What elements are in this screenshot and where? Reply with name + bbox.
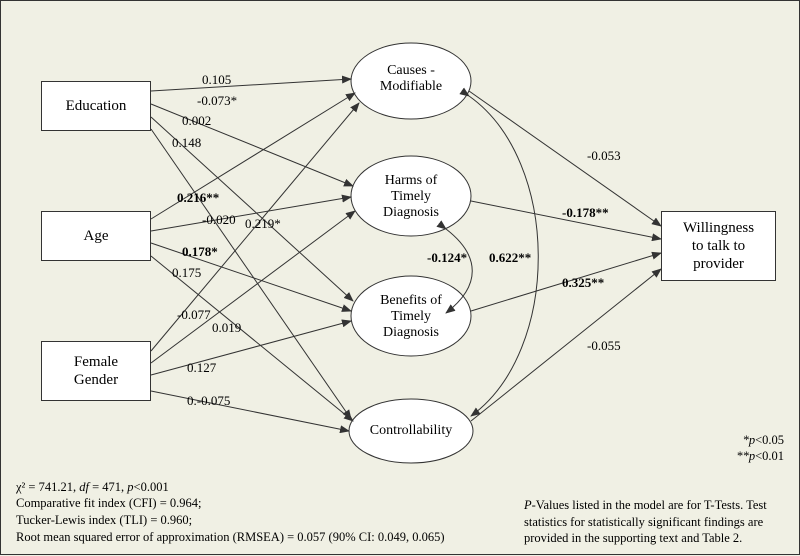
coef-age-benefit2: 0.219* <box>244 217 282 230</box>
coef-edu-harms: -0.073* <box>196 94 238 107</box>
footnote: P-Values listed in the model are for T-T… <box>524 497 784 546</box>
coef-harms-out: -0.178** <box>561 206 610 219</box>
coef-fem-harms: 0.019 <box>211 321 242 334</box>
coef-causes-control: 0.622** <box>488 251 532 264</box>
coef-edu-causes: 0.105 <box>201 73 232 86</box>
coef-edu-benefits: 0.002 <box>181 114 212 127</box>
coef-age-control: 0.175 <box>171 266 202 279</box>
coef-age-harms: -0.020 <box>201 213 237 226</box>
coef-fem-causes: -0.077 <box>176 308 212 321</box>
node-age: Age <box>41 211 151 261</box>
coef-age-causes: 0.216** <box>176 191 220 204</box>
node-female-gender: Female Gender <box>41 341 151 401</box>
coef-fem-benefits: 0.127 <box>186 361 217 374</box>
coef-fem-control: 0.-0.075 <box>186 394 231 407</box>
sem-diagram: Education Age Female Gender Willingness … <box>0 0 800 555</box>
fit-statistics: χ² = 741.21, df = 471, p<0.001 Comparati… <box>16 479 445 547</box>
coef-harms-benefits: -0.124* <box>426 251 468 264</box>
coef-causes-out: -0.053 <box>586 149 622 162</box>
significance-key: *p<0.05 **p<0.01 <box>736 432 784 465</box>
node-outcome: Willingness to talk to provider <box>661 211 776 281</box>
coef-control-out: -0.055 <box>586 339 622 352</box>
node-education: Education <box>41 81 151 131</box>
coef-age-benefits: 0.178* <box>181 245 219 258</box>
coef-benefits-out: 0.325** <box>561 276 605 289</box>
coef-edu-control: 0.148 <box>171 136 202 149</box>
